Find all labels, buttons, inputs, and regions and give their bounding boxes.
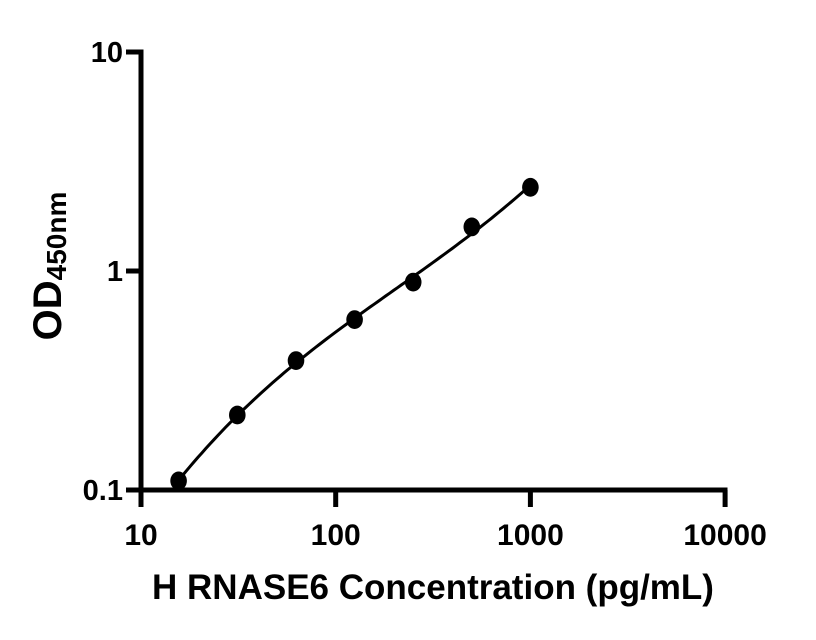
data-point [170,471,187,491]
x-tick-label: 10 [124,519,157,552]
y-tick-label: 0.1 [83,475,123,507]
axis-lines [126,49,728,493]
data-points [170,177,539,491]
data-point [522,177,539,197]
y-axis-title-subscript: 450nm [41,191,72,281]
data-point [404,272,422,292]
data-point [287,351,305,370]
y-axis-title: OD450nm [25,181,72,351]
y-tick-label: 10 [91,37,123,69]
y-tick-label: 1 [107,256,123,288]
tick-marks [126,49,728,507]
x-axis-title: H RNASE6 Concentration (pg/mL) [152,568,714,607]
x-tick-label: 10000 [683,519,766,552]
tick-labels: 10 100 1000 10000 10 1 0.1 [83,37,767,552]
data-point [346,310,363,329]
x-tick-label: 100 [311,519,361,552]
data-point [463,217,481,237]
data-point [229,405,246,425]
y-axis-title-main: OD [26,280,70,341]
x-tick-label: 1000 [497,519,564,552]
